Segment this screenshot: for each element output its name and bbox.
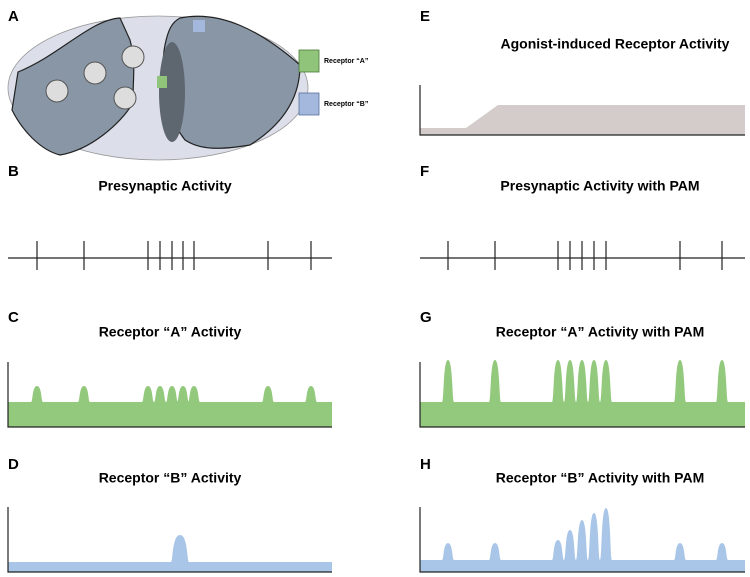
panel-letter: E — [420, 8, 430, 25]
panel-title: Receptor “B” Activity with PAM — [496, 470, 704, 486]
agonist-area — [420, 105, 745, 135]
panel-letter: G — [420, 309, 432, 326]
panel-letter: D — [8, 456, 19, 473]
panel-title: Receptor “A” Activity with PAM — [496, 324, 704, 340]
panel-title: Agonist-induced Receptor Activity — [501, 36, 730, 52]
panel-title: Presynaptic Activity — [98, 178, 232, 194]
legend-label: Receptor “B” — [324, 101, 368, 108]
axis — [419, 85, 745, 136]
activity-area — [8, 535, 332, 572]
panel-letter: A — [8, 8, 19, 25]
synapse-diagram — [7, 15, 320, 161]
panel-letter: C — [8, 309, 19, 326]
panel-title: Receptor “A” Activity — [99, 324, 242, 340]
panel-letter: B — [8, 163, 19, 180]
axis — [7, 507, 332, 573]
panel-title: Presynaptic Activity with PAM — [500, 178, 699, 194]
legend-label: Receptor “A” — [324, 58, 368, 65]
activity-area — [8, 386, 332, 427]
activity-area — [420, 508, 745, 572]
axis — [419, 362, 745, 428]
panel-letter: F — [420, 163, 429, 180]
axis — [419, 507, 745, 573]
axis — [7, 362, 332, 428]
panel-title: Receptor “B” Activity — [99, 470, 242, 486]
panel-letter: H — [420, 456, 431, 473]
activity-area — [420, 360, 745, 427]
